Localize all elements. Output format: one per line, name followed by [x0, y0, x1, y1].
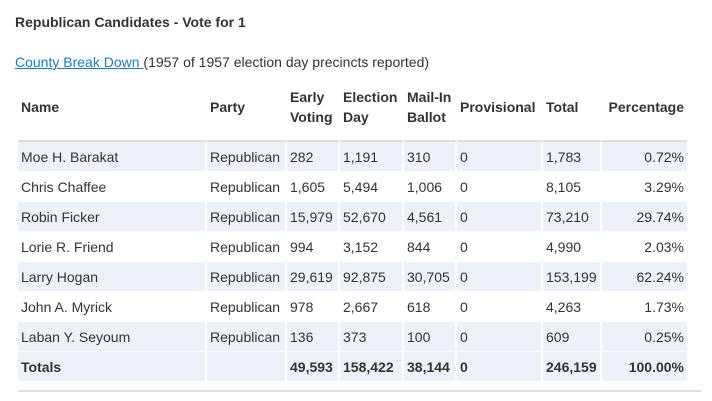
table-row: John A. Myrick Republican 978 2,667 618 …	[18, 292, 687, 322]
provisional-count: 0	[457, 232, 543, 262]
totals-election-day: 158,422	[340, 352, 404, 382]
candidate-name: Larry Hogan	[18, 262, 207, 292]
total-count: 609	[543, 322, 602, 352]
candidate-name: Moe H. Barakat	[18, 142, 207, 172]
candidate-party: Republican	[207, 292, 287, 322]
table-row: Lorie R. Friend Republican 994 3,152 844…	[18, 232, 687, 262]
early-voting-count: 978	[287, 292, 340, 322]
mail-in-count: 844	[404, 232, 457, 262]
vote-percentage: 0.25%	[602, 322, 687, 352]
vote-percentage: 3.29%	[602, 172, 687, 202]
header-early-voting: Early Voting	[287, 74, 340, 142]
mail-in-count: 4,561	[404, 202, 457, 232]
header-row: Name Party Early Voting Election Day Mai…	[18, 74, 687, 142]
provisional-count: 0	[457, 262, 543, 292]
total-count: 8,105	[543, 172, 602, 202]
election-day-count: 1,191	[340, 142, 404, 172]
candidate-party: Republican	[207, 172, 287, 202]
total-count: 153,199	[543, 262, 602, 292]
early-voting-count: 994	[287, 232, 340, 262]
header-provisional: Provisional	[457, 74, 543, 142]
provisional-count: 0	[457, 202, 543, 232]
early-voting-count: 15,979	[287, 202, 340, 232]
total-count: 4,263	[543, 292, 602, 322]
total-count: 73,210	[543, 202, 602, 232]
mail-in-count: 618	[404, 292, 457, 322]
early-voting-count: 136	[287, 322, 340, 352]
total-count: 1,783	[543, 142, 602, 172]
election-day-count: 5,494	[340, 172, 404, 202]
candidate-name: Laban Y. Seyoum	[18, 322, 207, 352]
totals-mail-in: 38,144	[404, 352, 457, 382]
table-bottom-divider	[18, 390, 701, 392]
table-row: Moe H. Barakat Republican 282 1,191 310 …	[18, 142, 687, 172]
header-percentage: Percentage	[602, 74, 687, 142]
election-day-count: 52,670	[340, 202, 404, 232]
header-name: Name	[18, 74, 207, 142]
contest-title: Republican Candidates - Vote for 1	[15, 14, 246, 30]
candidate-party: Republican	[207, 142, 287, 172]
precincts-line: County Break Down (1957 of 1957 election…	[15, 54, 429, 70]
provisional-count: 0	[457, 292, 543, 322]
early-voting-count: 1,605	[287, 172, 340, 202]
candidate-name: Robin Ficker	[18, 202, 207, 232]
candidate-name: John A. Myrick	[18, 292, 207, 322]
mail-in-count: 310	[404, 142, 457, 172]
election-day-count: 92,875	[340, 262, 404, 292]
early-voting-count: 29,619	[287, 262, 340, 292]
election-day-count: 373	[340, 322, 404, 352]
totals-label: Totals	[18, 352, 207, 382]
header-election-day: Election Day	[340, 74, 404, 142]
election-day-count: 3,152	[340, 232, 404, 262]
election-day-count: 2,667	[340, 292, 404, 322]
vote-percentage: 0.72%	[602, 142, 687, 172]
totals-party	[207, 352, 287, 382]
total-count: 4,990	[543, 232, 602, 262]
totals-provisional: 0	[457, 352, 543, 382]
candidate-name: Chris Chaffee	[18, 172, 207, 202]
provisional-count: 0	[457, 172, 543, 202]
candidate-name: Lorie R. Friend	[18, 232, 207, 262]
vote-percentage: 29.74%	[602, 202, 687, 232]
candidate-party: Republican	[207, 202, 287, 232]
candidate-party: Republican	[207, 232, 287, 262]
header-party: Party	[207, 74, 287, 142]
table-row: Laban Y. Seyoum Republican 136 373 100 0…	[18, 322, 687, 352]
mail-in-count: 100	[404, 322, 457, 352]
vote-percentage: 1.73%	[602, 292, 687, 322]
mail-in-count: 30,705	[404, 262, 457, 292]
header-total: Total	[543, 74, 602, 142]
provisional-count: 0	[457, 142, 543, 172]
totals-row: Totals 49,593 158,422 38,144 0 246,159 1…	[18, 352, 687, 382]
totals-early-voting: 49,593	[287, 352, 340, 382]
vote-percentage: 62.24%	[602, 262, 687, 292]
provisional-count: 0	[457, 322, 543, 352]
header-mail-in-ballot: Mail-In Ballot	[404, 74, 457, 142]
table-row: Chris Chaffee Republican 1,605 5,494 1,0…	[18, 172, 687, 202]
table-row: Larry Hogan Republican 29,619 92,875 30,…	[18, 262, 687, 292]
vote-percentage: 2.03%	[602, 232, 687, 262]
candidate-party: Republican	[207, 262, 287, 292]
mail-in-count: 1,006	[404, 172, 457, 202]
table-row: Robin Ficker Republican 15,979 52,670 4,…	[18, 202, 687, 232]
candidate-party: Republican	[207, 322, 287, 352]
precincts-reported-note: (1957 of 1957 election day precincts rep…	[143, 54, 430, 70]
totals-total: 246,159	[543, 352, 602, 382]
results-table: Name Party Early Voting Election Day Mai…	[18, 74, 687, 382]
county-breakdown-link[interactable]: County Break Down	[15, 54, 144, 70]
early-voting-count: 282	[287, 142, 340, 172]
totals-percentage: 100.00%	[602, 352, 687, 382]
